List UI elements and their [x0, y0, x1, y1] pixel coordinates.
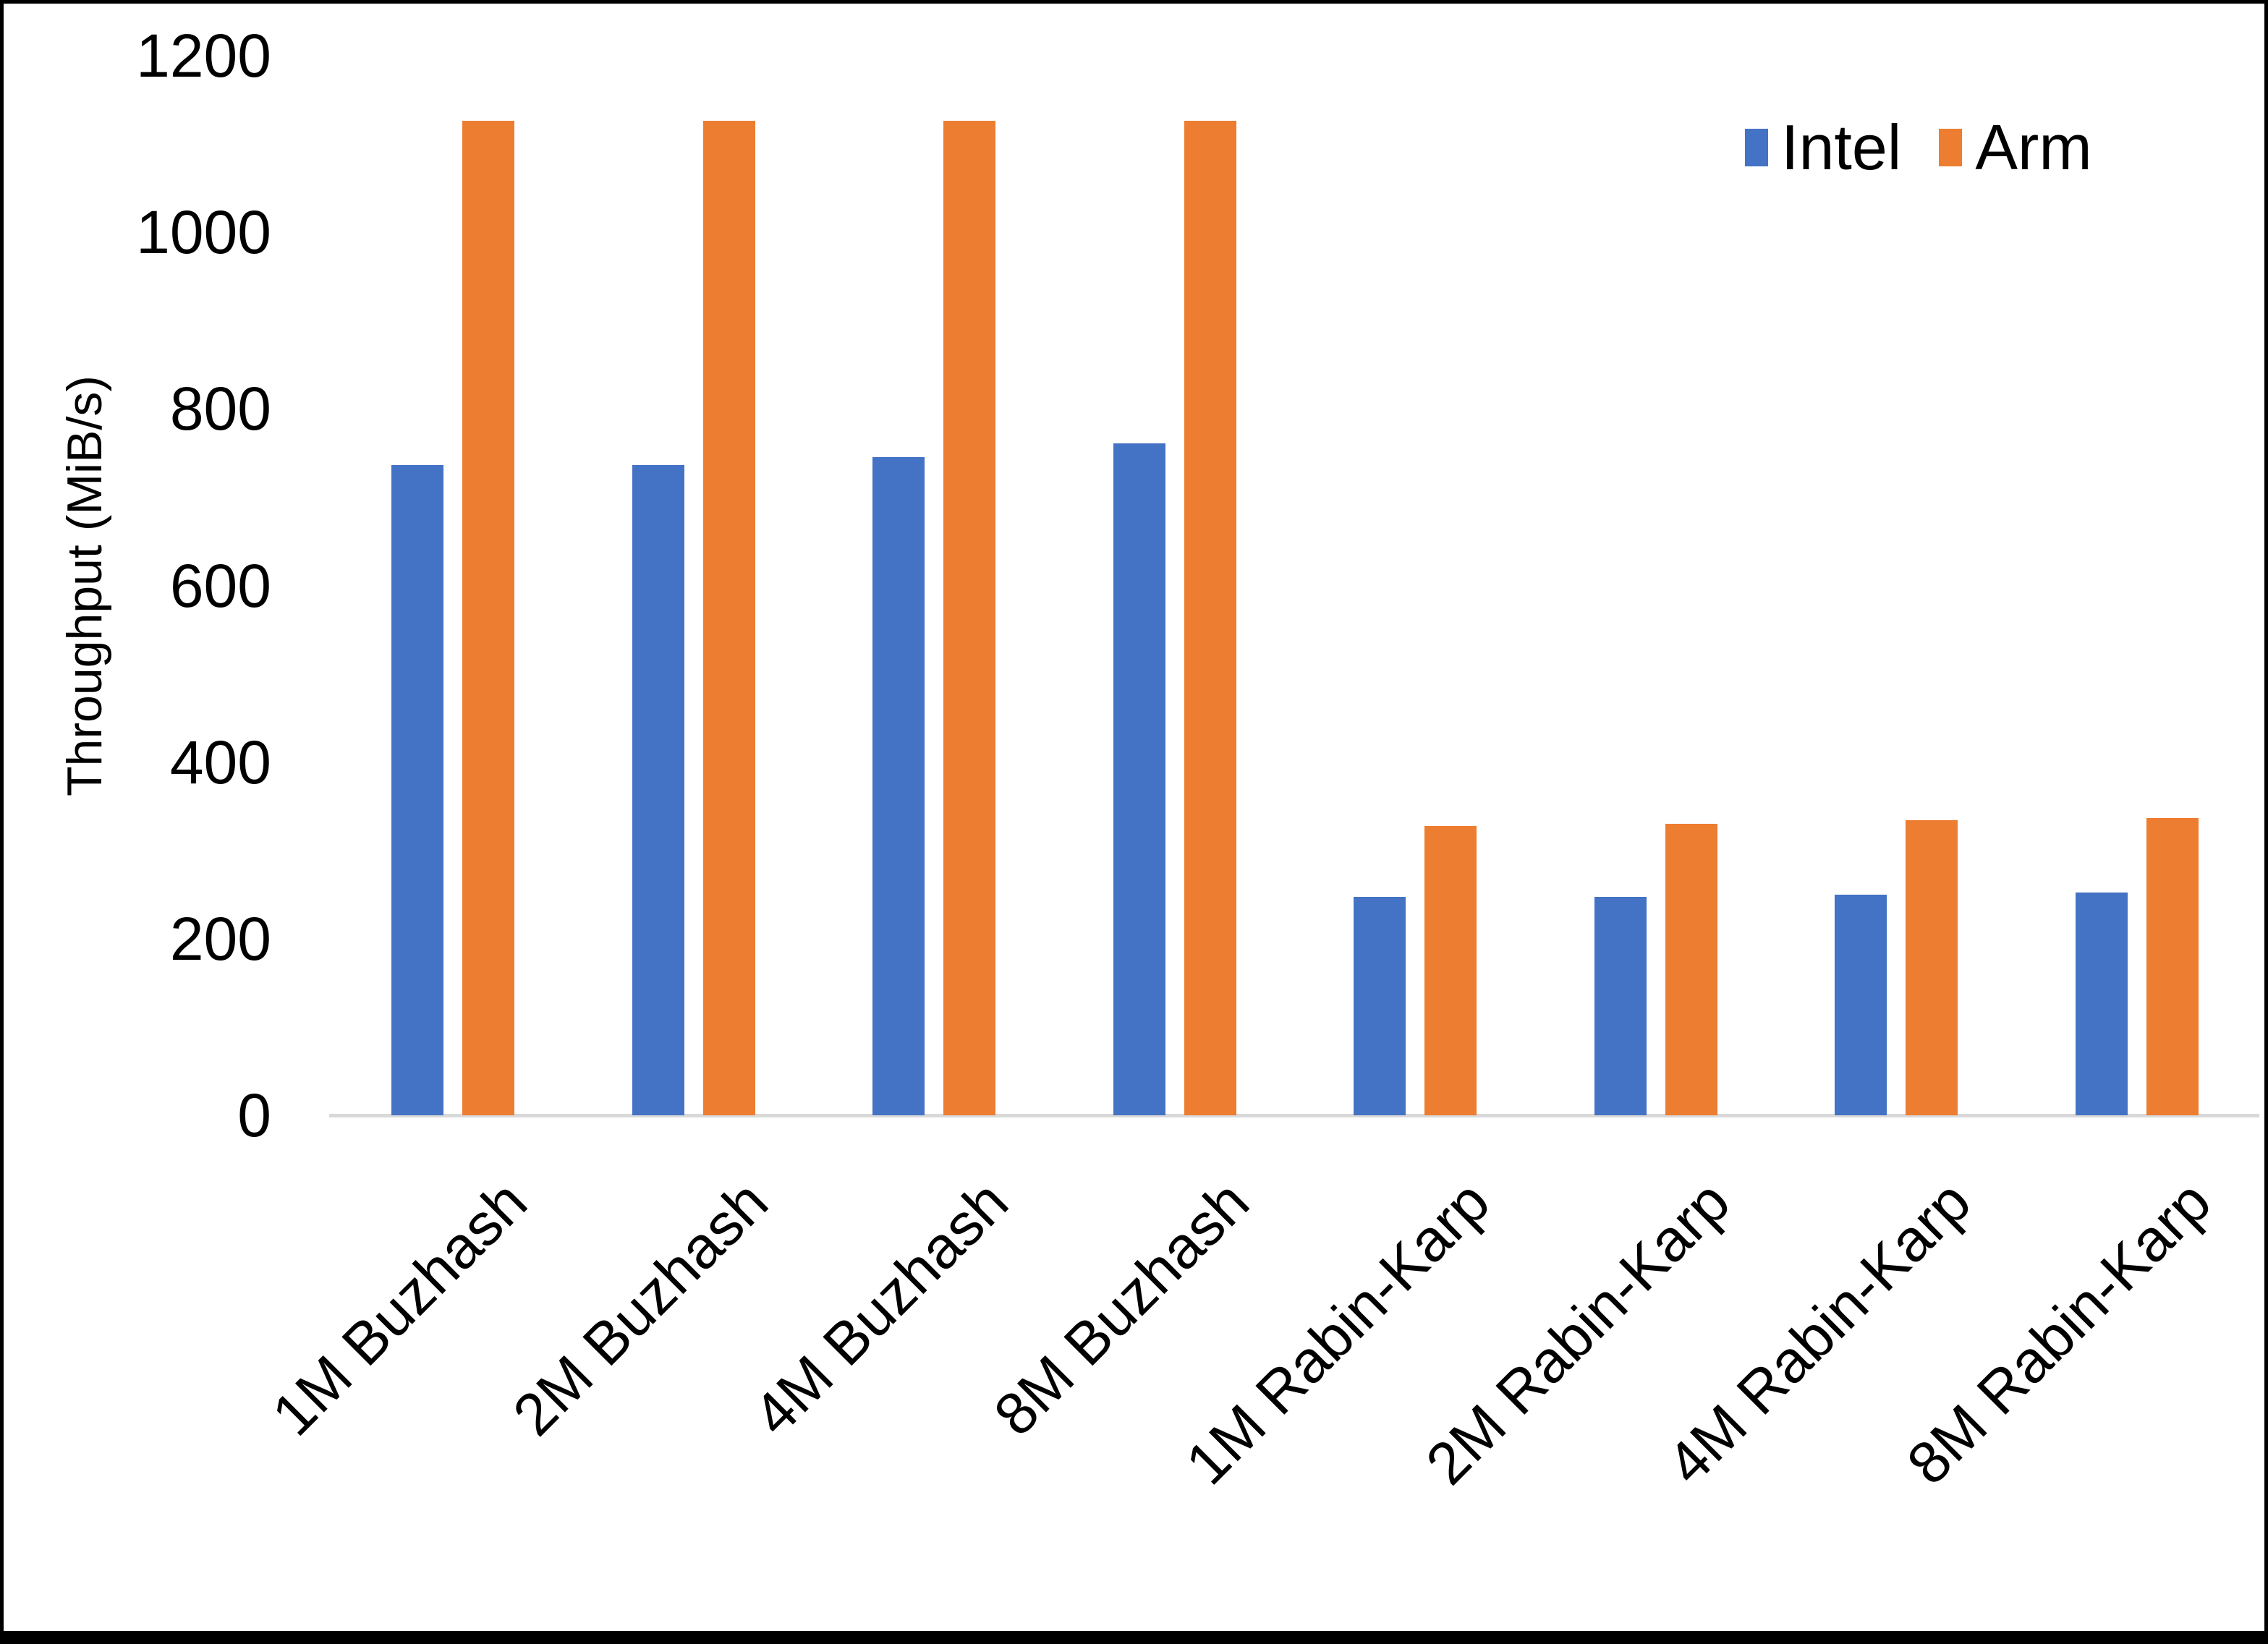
- bar-intel-4m-rabin-karp: [1835, 895, 1887, 1115]
- legend-label-arm: Arm: [1975, 111, 2092, 183]
- y-tick-label-1000: 1000: [136, 198, 271, 267]
- arm-series-swatch-icon: [1939, 129, 1963, 166]
- legend-label-intel: Intel: [1781, 111, 1902, 183]
- y-tick-label-0: 0: [237, 1081, 271, 1149]
- bar-arm-2m-buzhash: [703, 121, 755, 1115]
- bar-arm-1m-buzhash: [462, 121, 514, 1115]
- legend-item-arm: Arm: [1939, 111, 2092, 183]
- y-tick-label-200: 200: [169, 904, 271, 973]
- y-tick-label-1200: 1200: [136, 22, 271, 90]
- bar-arm-4m-rabin-karp: [1906, 820, 1958, 1115]
- bar-arm-2m-rabin-karp: [1665, 824, 1717, 1115]
- x-axis-line: [329, 1114, 2259, 1117]
- plot-area: [333, 56, 2257, 1115]
- bar-intel-8m-buzhash: [1113, 443, 1165, 1115]
- bar-intel-2m-buzhash: [632, 465, 684, 1115]
- bar-intel-1m-buzhash: [391, 465, 443, 1115]
- x-tick-label-8m-rabin-karp: 8M Rabin-Karp: [1895, 1168, 2224, 1498]
- intel-series-swatch-icon: [1745, 129, 1768, 166]
- bar-arm-1m-rabin-karp: [1424, 826, 1477, 1115]
- bar-intel-4m-buzhash: [872, 457, 925, 1115]
- y-tick-label-600: 600: [169, 551, 271, 620]
- legend-item-intel: Intel: [1745, 111, 1902, 183]
- legend: Intel Arm: [1745, 111, 2092, 183]
- x-label-anchor: 8M Rabin-Karp: [1778, 1168, 2224, 1497]
- bar-intel-8m-rabin-karp: [2076, 893, 2128, 1115]
- bar-arm-4m-buzhash: [943, 121, 995, 1115]
- bar-intel-2m-rabin-karp: [1594, 897, 1647, 1115]
- bar-intel-1m-rabin-karp: [1354, 897, 1406, 1115]
- bar-arm-8m-buzhash: [1184, 121, 1236, 1115]
- y-tick-label-800: 800: [169, 375, 271, 443]
- bar-arm-8m-rabin-karp: [2146, 818, 2199, 1115]
- y-tick-label-400: 400: [169, 728, 271, 796]
